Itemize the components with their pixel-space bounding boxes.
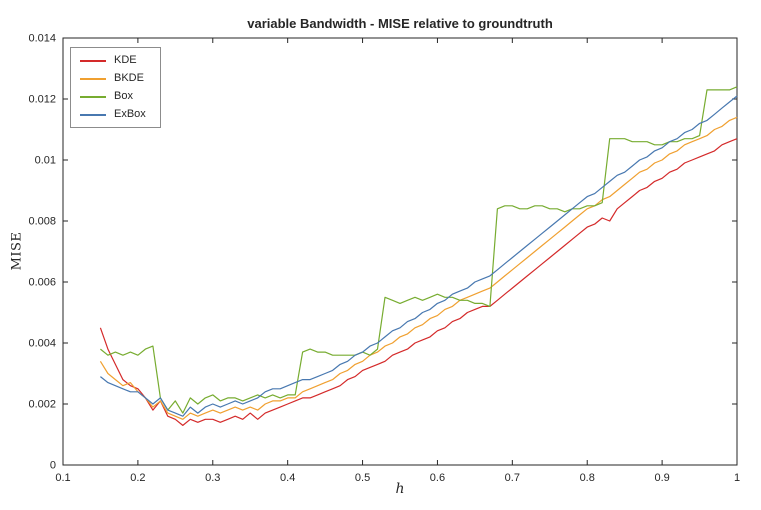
chart-title: variable Bandwidth - MISE relative to gr…: [247, 16, 553, 31]
legend-line-sample: [80, 113, 106, 116]
legend-label: KDE: [114, 54, 137, 66]
y-tick-label: 0.002: [28, 399, 56, 411]
axes-box: [62, 37, 738, 466]
legend-item-box: Box: [80, 91, 146, 102]
x-tick-label: 0.4: [280, 472, 295, 484]
y-tick-label: 0.012: [28, 94, 56, 106]
legend: KDE BKDE Box ExBox: [70, 47, 161, 128]
x-tick-label: 0.7: [505, 472, 520, 484]
y-tick-label: 0.006: [28, 277, 56, 289]
legend-item-exbox: ExBox: [80, 109, 146, 120]
y-tick-label: 0.008: [28, 216, 56, 228]
legend-item-bkde: BKDE: [80, 73, 146, 84]
x-axis-label: h: [395, 481, 405, 497]
x-tick-label: 0.5: [355, 472, 370, 484]
y-tick-label: 0.014: [28, 33, 56, 45]
series-line-kde: [99, 138, 738, 426]
series-line-box: [100, 86, 738, 414]
y-axis-label: MISE: [9, 231, 25, 271]
legend-line-sample: [80, 77, 106, 80]
x-tick-label: 0.1: [55, 472, 70, 484]
y-tick-label: 0.004: [28, 338, 56, 350]
legend-label: BKDE: [114, 72, 144, 84]
y-tick-label: 0.01: [35, 155, 56, 167]
legend-line-sample: [80, 95, 106, 98]
legend-label: Box: [114, 90, 133, 102]
legend-label: ExBox: [114, 108, 146, 120]
x-tick-label: 0.8: [580, 472, 595, 484]
x-tick-label: 1: [734, 472, 740, 484]
x-tick-label: 0.6: [430, 472, 445, 484]
legend-item-kde: KDE: [80, 55, 146, 66]
x-tick-label: 0.2: [130, 472, 145, 484]
series-line-bkde: [99, 116, 738, 420]
x-tick-label: 0.3: [205, 472, 220, 484]
series-line-exbox: [100, 95, 738, 417]
legend-line-sample: [80, 59, 106, 62]
x-tick-label: 0.9: [654, 472, 669, 484]
y-tick-label: 0: [50, 460, 56, 472]
